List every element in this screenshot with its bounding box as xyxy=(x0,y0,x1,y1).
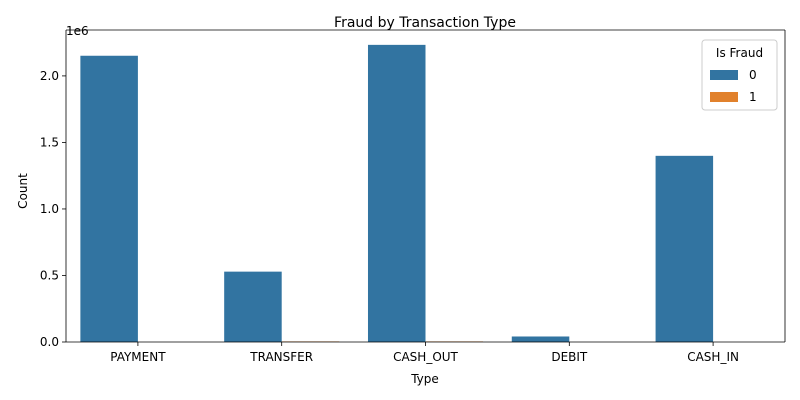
legend-swatch-1 xyxy=(710,92,738,102)
x-tick-label: CASH_OUT xyxy=(393,350,458,364)
chart-title: Fraud by Transaction Type xyxy=(334,15,516,31)
y-tick-label: 1.0 xyxy=(40,202,59,216)
legend-label-0: 0 xyxy=(749,68,757,82)
x-tick-label: CASH_IN xyxy=(687,350,739,364)
y-tick-label: 2.0 xyxy=(40,69,59,83)
y-axis-label: Count xyxy=(16,173,30,209)
legend-title: Is Fraud xyxy=(716,46,763,60)
x-tick-label: PAYMENT xyxy=(110,350,166,364)
legend-label-1: 1 xyxy=(749,90,757,104)
y-tick-label: 0.5 xyxy=(40,268,59,282)
y-axis-offset-label: 1e6 xyxy=(66,24,89,38)
x-tick-label: TRANSFER xyxy=(249,350,313,364)
x-axis-label: Type xyxy=(410,372,439,386)
plot-area: 0.0 0.5 1.0 1.5 2.0 PAYMENT TRANSFER CASH_OUT DE… xyxy=(40,29,786,364)
legend: Is Fraud 0 1 xyxy=(701,39,778,111)
y-tick-label: 1.5 xyxy=(40,135,59,149)
x-tick-label: DEBIT xyxy=(551,350,588,364)
legend-swatch-0 xyxy=(710,70,738,80)
bar-debit-fraud-0 xyxy=(511,336,570,342)
bar-transfer-fraud-0 xyxy=(224,271,282,342)
bar-cash-in-fraud-0 xyxy=(655,155,714,342)
bar-payment-fraud-0 xyxy=(80,55,138,342)
bar-cash-out-fraud-0 xyxy=(367,44,426,343)
y-tick-label: 0.0 xyxy=(40,335,59,349)
